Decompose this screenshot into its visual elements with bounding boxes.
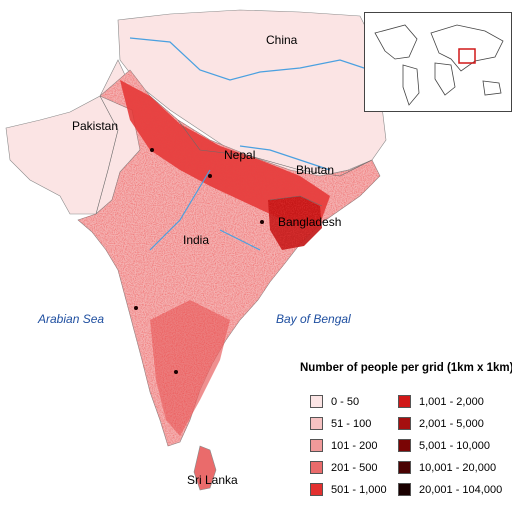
legend-swatch — [310, 395, 323, 408]
label-pakistan: Pakistan — [72, 119, 119, 133]
legend-swatch — [310, 461, 323, 474]
legend-label: 101 - 200 — [331, 439, 378, 452]
label-bangladesh: Bangladesh — [278, 215, 342, 229]
label-bay-of-bengal: Bay of Bengal — [276, 312, 351, 326]
river-lines — [129, 37, 371, 251]
legend-swatch — [310, 417, 323, 430]
sri-lanka-landmass — [193, 445, 217, 491]
legend-label: 2,001 - 5,000 — [419, 417, 484, 430]
legend-item: 10,001 - 20,000 — [398, 461, 496, 474]
legend-item: 51 - 100 — [310, 417, 371, 430]
city-dot — [208, 174, 212, 178]
label-nepal: Nepal — [224, 148, 256, 162]
legend-item: 501 - 1,000 — [310, 483, 387, 496]
city-dot — [174, 370, 178, 374]
legend-label: 51 - 100 — [331, 417, 372, 430]
legend-label: 1,001 - 2,000 — [419, 395, 484, 408]
legend-label: 20,001 - 104,000 — [419, 483, 503, 496]
legend-item: 20,001 - 104,000 — [398, 483, 502, 496]
legend-label: 201 - 500 — [331, 461, 378, 474]
legend-swatch — [310, 483, 323, 496]
world-outline — [374, 24, 504, 106]
legend-label: 10,001 - 20,000 — [419, 461, 497, 474]
legend-item: 201 - 500 — [310, 461, 377, 474]
northern-landmass — [117, 9, 387, 177]
legend-swatch — [398, 439, 411, 452]
legend-label: 501 - 1,000 — [331, 483, 387, 496]
legend-label: 0 - 50 — [331, 395, 360, 408]
legend-label: 5,001 - 10,000 — [419, 439, 490, 452]
city-dot — [150, 148, 154, 152]
legend-item: 101 - 200 — [310, 439, 377, 452]
legend-item: 2,001 - 5,000 — [398, 417, 484, 430]
legend-swatch — [398, 483, 411, 496]
label-china: China — [266, 33, 298, 47]
legend-swatch — [398, 417, 411, 430]
country-borders — [95, 95, 373, 215]
label-bhutan: Bhutan — [296, 163, 335, 177]
legend-item: 5,001 - 10,000 — [398, 439, 490, 452]
legend-item: 0 - 50 — [310, 395, 359, 408]
world-locator-inset — [364, 12, 512, 112]
label-sri-lanka: Sri Lanka — [187, 473, 238, 487]
legend-swatch — [398, 461, 411, 474]
legend-swatch — [310, 439, 323, 452]
label-arabian-sea: Arabian Sea — [38, 312, 105, 326]
label-india: India — [183, 233, 210, 247]
city-dot — [260, 220, 264, 224]
legend-title: Number of people per grid (1km x 1km) — [300, 362, 512, 374]
legend-swatch — [398, 395, 411, 408]
city-dot — [134, 306, 138, 310]
legend-item: 1,001 - 2,000 — [398, 395, 484, 408]
